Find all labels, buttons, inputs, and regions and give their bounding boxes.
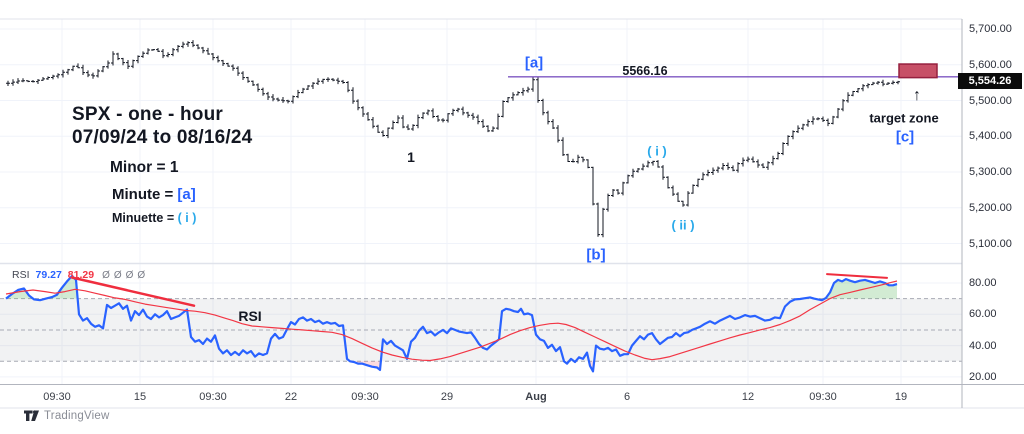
price-axis-label: 5,300.00 <box>969 166 1012 178</box>
rsi-legend[interactable]: RSI 79.27 81.29 Ø Ø Ø Ø <box>12 269 149 281</box>
wave-legend-minor[interactable]: Minor = 1 <box>110 159 178 177</box>
rsi-overbought-fill <box>6 288 33 299</box>
rsi-axis-label: 60.00 <box>969 308 997 321</box>
rsi-axis-label: 40.00 <box>969 339 997 352</box>
wave-legend-minuette[interactable]: Minuette = ( i ) <box>112 211 196 225</box>
wave-legend-minute-label: Minute = <box>112 186 178 203</box>
price-axis[interactable]: 5,700.00 5,600.00 5,500.00 5,400.00 5,300.00… <box>962 0 1024 383</box>
time-axis-tick: 09:30 <box>43 391 71 403</box>
wave-legend-minuette-value: ( i ) <box>177 211 197 225</box>
wave-legend-minute[interactable]: Minute = [a] <box>112 186 196 203</box>
price-axis-label: 5,100.00 <box>969 237 1012 250</box>
time-axis-tick: 09:30 <box>351 391 379 403</box>
rsi-legend-empty-icon: Ø <box>113 269 122 281</box>
time-axis-tick: 09:30 <box>199 391 227 403</box>
tradingview-logo-icon <box>24 410 39 421</box>
rsi-trendline-1[interactable] <box>70 276 196 307</box>
time-axis-tick: 6 <box>623 391 631 403</box>
rsi-legend-value: 79.27 <box>35 269 62 281</box>
tradingview-attribution-text: TradingView <box>44 409 110 422</box>
gridlines <box>0 19 962 385</box>
wave-legend-minor-label: Minor = <box>110 159 170 176</box>
time-axis-tick: 12 <box>741 391 755 403</box>
price-axis-label: 5,600.00 <box>969 58 1012 71</box>
time-axis-tick: 22 <box>284 391 298 403</box>
price-axis-label: 5,500.00 <box>969 94 1012 107</box>
wave-legend-minor-value: 1 <box>169 159 179 176</box>
rsi-legend-empty-icon: Ø <box>125 269 134 281</box>
price-axis-label: 5,200.00 <box>969 201 1012 214</box>
time-axis-tick: 09:30 <box>809 391 837 403</box>
chart-title-line1[interactable]: SPX - one - hour <box>72 104 223 125</box>
rsi-band <box>0 298 962 362</box>
wave-legend-minuette-label: Minuette = <box>112 211 178 225</box>
wave-legend-minute-value: [a] <box>177 186 196 203</box>
target-zone-box[interactable] <box>898 63 938 79</box>
time-axis-tick: Aug <box>525 391 547 403</box>
tradingview-attribution[interactable]: TradingView <box>24 409 109 422</box>
time-axis-tick: 15 <box>133 391 147 403</box>
rsi-ma-legend-value: 81.29 <box>67 269 95 281</box>
rsi-legend-empty-icon: Ø <box>102 269 110 281</box>
price-axis-label: 5,400.00 <box>969 130 1012 143</box>
rsi-axis-label: 80.00 <box>969 277 997 289</box>
rsi-line <box>5 274 898 373</box>
rsi-trendline-2[interactable] <box>826 273 888 279</box>
last-price-badge: 5,554.26 <box>958 73 1022 89</box>
time-axis[interactable]: 09:30 15 09:30 22 09:30 29 Aug 6 12 09:30 19 <box>0 385 962 408</box>
price-bars <box>6 40 900 238</box>
rsi-axis-label: 20.00 <box>969 370 997 383</box>
rsi-ma-line <box>5 280 898 362</box>
time-axis-tick: 29 <box>440 391 454 403</box>
chart-title-line2[interactable]: 07/09/24 to 08/16/24 <box>72 127 253 148</box>
time-axis-tick: 19 <box>894 391 908 403</box>
rsi-legend-empty-icon: Ø <box>137 269 146 281</box>
rsi-overbought-fill <box>46 276 78 299</box>
price-axis-label: 5,700.00 <box>969 23 1012 35</box>
rsi-legend-title: RSI <box>12 269 30 281</box>
